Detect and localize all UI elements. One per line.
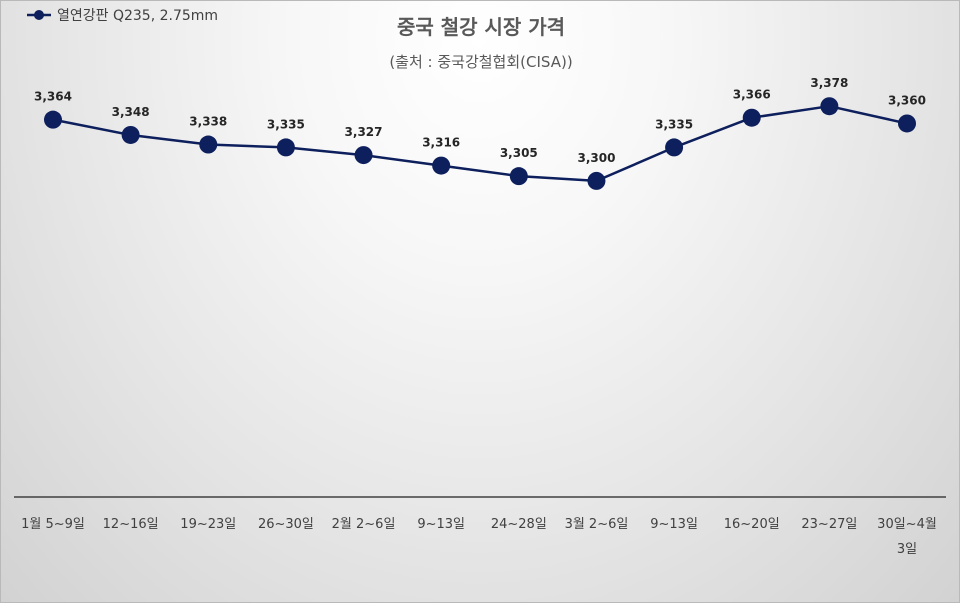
data-label: 3,366 [733, 88, 771, 102]
data-label: 3,316 [422, 136, 460, 150]
data-point [432, 156, 451, 175]
x-tick-label: 12~16일 [103, 517, 159, 532]
data-point [44, 110, 62, 129]
x-tick-label: 3일 [897, 542, 917, 557]
x-tick-label: 23~27일 [801, 517, 857, 532]
chart-subtitle: (출처 : 중국강철협회(CISA)) [389, 53, 572, 71]
x-tick-label: 30일~4월 [877, 517, 937, 532]
data-point [898, 114, 916, 133]
legend-series-label: 열연강판 Q235, 2.75mm [57, 8, 218, 24]
data-point [199, 135, 218, 154]
data-point [820, 97, 839, 116]
data-labels: 3,364 3,348 3,338 3,335 3,327 3,316 3,305 3,300… [34, 76, 926, 165]
chart-title: 중국 철강 시장 가격 [397, 15, 565, 39]
x-tick-label: 26~30일 [258, 517, 314, 532]
data-point [665, 138, 684, 157]
legend-marker-swatch [34, 10, 44, 20]
data-label: 3,364 [34, 90, 72, 104]
data-label: 3,338 [189, 115, 227, 129]
data-point [509, 167, 528, 186]
x-tick-label: 1월 5~9일 [21, 517, 85, 532]
x-tick-label: 24~28일 [491, 517, 547, 532]
data-label: 3,335 [267, 117, 305, 131]
data-label: 3,305 [500, 146, 538, 160]
data-label: 3,300 [577, 151, 615, 165]
x-tick-label: 3월 2~6일 [565, 517, 629, 532]
legend: 열연강판 Q235, 2.75mm [27, 8, 218, 24]
x-tick-label: 2월 2~6일 [332, 517, 396, 532]
data-point [354, 146, 373, 165]
data-point [121, 125, 140, 144]
x-tick-label: 9~13일 [650, 517, 698, 532]
x-tick-label: 9~13일 [417, 517, 465, 532]
data-label: 3,327 [345, 125, 383, 139]
x-tick-label: 19~23일 [180, 517, 236, 532]
data-label: 3,335 [655, 117, 693, 131]
data-point [742, 108, 761, 127]
x-tick-label: 16~20일 [724, 517, 780, 532]
data-label: 3,348 [112, 105, 150, 119]
data-point [276, 138, 295, 157]
x-tick-labels: 1월 5~9일 12~16일 19~23일 26~30일 2월 2~6일 9~13일 24~… [21, 517, 937, 557]
data-point [587, 171, 606, 190]
series-line [52, 104, 908, 183]
data-points [44, 97, 916, 190]
data-label: 3,360 [888, 93, 926, 107]
data-label: 3,378 [810, 76, 848, 90]
